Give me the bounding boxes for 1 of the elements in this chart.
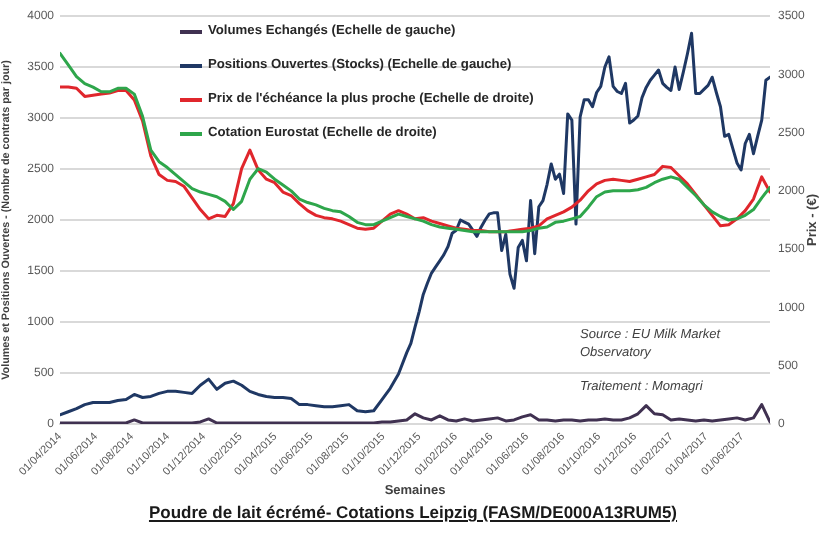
text: Poudre de lait écrémé- Cotations Leipzig (FASM/DE000A13RUM5)	[146, 502, 680, 522]
